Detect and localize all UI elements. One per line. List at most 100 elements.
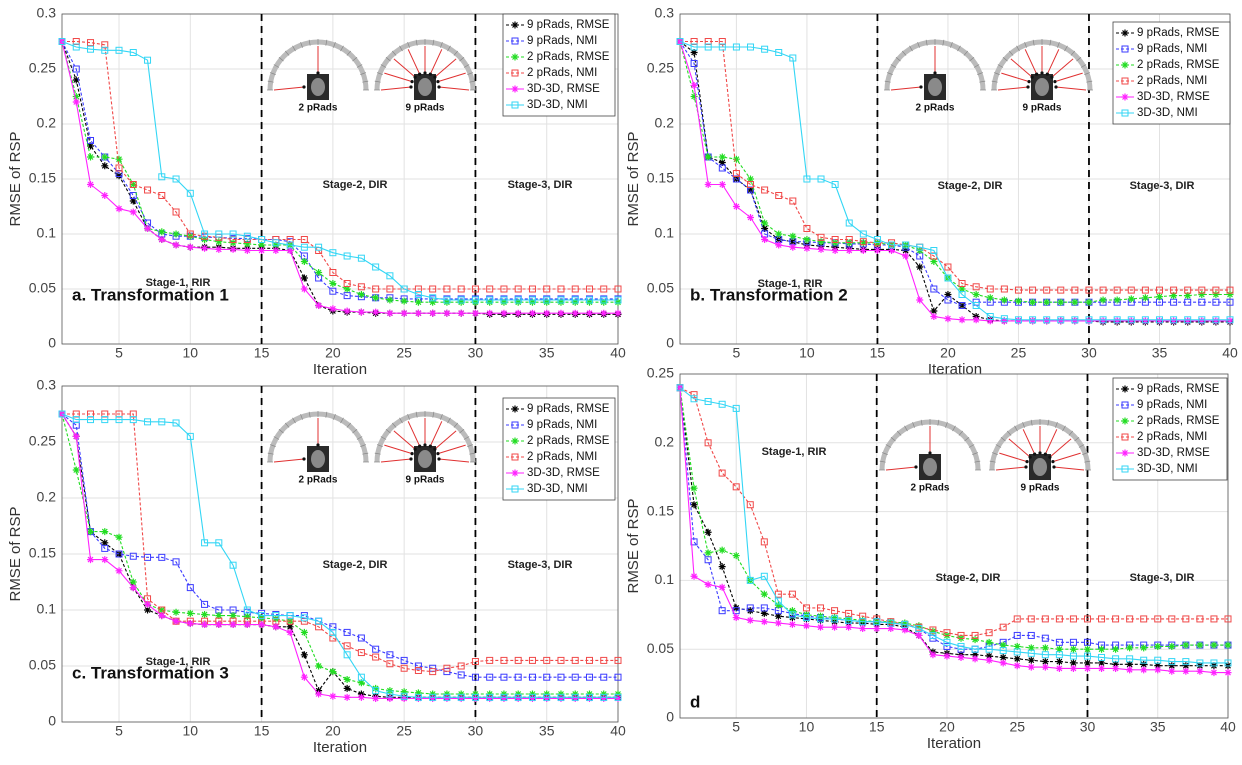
marker [357, 693, 365, 701]
marker [985, 638, 993, 646]
marker [144, 606, 152, 614]
inset-tick [974, 460, 981, 463]
marker [372, 645, 380, 653]
marker [357, 673, 365, 681]
y-tick-label: 0.2 [37, 489, 57, 505]
marker [243, 621, 251, 629]
marker [761, 45, 769, 53]
x-tick-label: 40 [1222, 345, 1238, 361]
inset-tick [1074, 436, 1080, 442]
marker [1071, 317, 1079, 325]
inset-tick [346, 422, 352, 428]
marker [585, 298, 593, 306]
marker [1212, 291, 1220, 298]
inset-arrow [890, 86, 922, 91]
series-line [61, 41, 618, 300]
marker [916, 243, 924, 251]
inset-tick [360, 444, 367, 447]
inset-tick [957, 45, 961, 52]
marker [243, 606, 251, 614]
marker [803, 236, 811, 243]
inset-label: 2 pRads [911, 483, 950, 494]
series-line [61, 40, 618, 301]
marker [1196, 641, 1204, 649]
inset-tick [1032, 39, 1035, 46]
marker [803, 175, 811, 183]
marker [400, 692, 408, 700]
inset-tick [1068, 430, 1074, 436]
x-tick-label: 20 [940, 345, 956, 361]
marker [144, 186, 152, 194]
marker [1112, 655, 1120, 663]
marker [746, 576, 754, 584]
marker [902, 241, 910, 249]
marker [414, 689, 422, 697]
marker [144, 56, 152, 64]
marker [930, 285, 938, 293]
marker [704, 398, 712, 406]
marker [944, 291, 952, 298]
inset-arrow [1055, 86, 1087, 91]
marker [831, 236, 839, 243]
inset-arrowhead [423, 443, 427, 447]
marker [1184, 316, 1192, 324]
marker [1196, 615, 1204, 623]
marker [158, 228, 166, 236]
legend-marker [511, 485, 519, 493]
marker [343, 285, 351, 293]
inset-arrowhead [933, 71, 937, 75]
marker [443, 296, 451, 304]
marker [1182, 662, 1190, 670]
marker [101, 539, 109, 547]
inset-arrowhead [410, 80, 414, 84]
inset-tick [352, 56, 358, 62]
marker [172, 608, 180, 616]
marker [1083, 659, 1091, 667]
marker [845, 615, 853, 623]
legend-marker [1121, 449, 1129, 457]
marker [1055, 664, 1063, 672]
marker [999, 647, 1007, 655]
marker [1154, 615, 1162, 623]
inset-tick [1086, 80, 1093, 83]
legend-marker [511, 69, 519, 77]
inset-arrowhead [1024, 465, 1028, 469]
inset-arrow [1052, 452, 1081, 463]
marker [500, 298, 508, 306]
inset-arrowhead [428, 444, 432, 448]
stage-annotation: Stage-3, DIR [1130, 180, 1195, 192]
inset-tick [300, 413, 303, 420]
marker [87, 137, 95, 144]
marker [343, 684, 351, 692]
marker [386, 285, 394, 293]
marker [557, 309, 565, 317]
marker [72, 65, 80, 73]
marker [101, 528, 109, 536]
y-axis-label: RMSE of RSP [625, 498, 642, 593]
marker [457, 296, 465, 304]
marker [1027, 631, 1035, 639]
inset-tick [901, 50, 907, 56]
marker [1055, 638, 1063, 646]
marker [557, 694, 565, 702]
marker [1043, 316, 1051, 324]
marker [999, 641, 1007, 649]
marker [1168, 615, 1176, 623]
inset-label: 9 pRads [406, 475, 445, 486]
inset-tick [997, 64, 1004, 68]
marker [144, 225, 152, 232]
marker [1154, 666, 1162, 674]
series-line [61, 41, 618, 303]
legend-box [1112, 377, 1228, 481]
marker [115, 155, 123, 163]
inset-arrow [429, 49, 443, 75]
marker [1098, 653, 1106, 661]
marker [802, 614, 810, 622]
legend-label: 9 pRads, RMSE [1137, 383, 1220, 395]
marker [957, 642, 965, 650]
marker [831, 615, 839, 623]
marker [845, 247, 853, 254]
marker [215, 238, 223, 246]
marker [747, 43, 755, 51]
marker [1155, 317, 1163, 325]
